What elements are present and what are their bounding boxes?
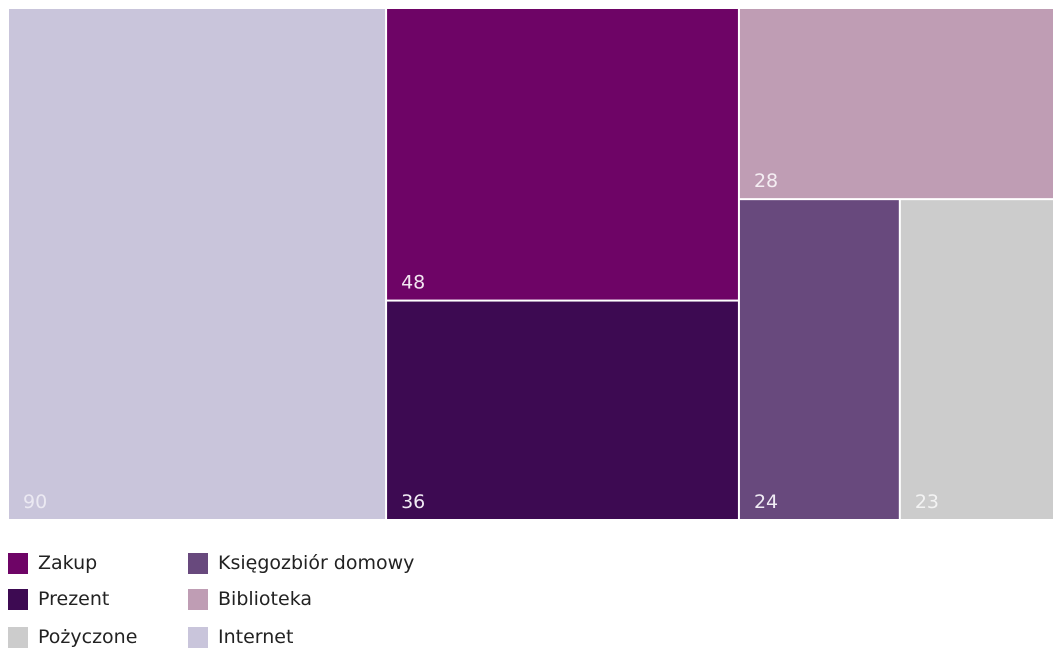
treemap-value-label-internet: 90 bbox=[23, 491, 47, 513]
treemap-value-label-zakup: 48 bbox=[401, 272, 425, 294]
treemap-cell-zakup bbox=[387, 9, 738, 300]
legend-item-pozyczone: Pożyczone bbox=[8, 624, 137, 650]
treemap-value-label-biblioteka: 28 bbox=[754, 170, 778, 192]
legend-swatch-pozyczone bbox=[8, 626, 28, 648]
legend: Zakup Prezent Pożyczone Księgozbiór domo… bbox=[8, 550, 528, 655]
treemap-value-label-prezent: 36 bbox=[401, 491, 425, 513]
legend-item-ksiegozbior-domowy: Księgozbiór domowy bbox=[188, 550, 414, 576]
legend-item-prezent: Prezent bbox=[8, 586, 109, 612]
treemap-cell-internet bbox=[9, 9, 386, 519]
treemap-cell-prezent bbox=[387, 301, 738, 519]
legend-label-prezent: Prezent bbox=[38, 588, 110, 610]
legend-swatch-biblioteka bbox=[188, 588, 208, 610]
treemap-cell-ksiegozbior-domowy bbox=[739, 200, 899, 519]
legend-swatch-prezent bbox=[8, 588, 28, 610]
legend-swatch-ksiegozbior-domowy bbox=[188, 552, 208, 574]
treemap-cell-pozyczone bbox=[900, 200, 1053, 519]
legend-label-ksiegozbior-domowy: Księgozbiór domowy bbox=[218, 552, 415, 574]
legend-swatch-zakup bbox=[8, 552, 28, 574]
legend-item-internet: Internet bbox=[188, 624, 293, 650]
legend-label-zakup: Zakup bbox=[38, 552, 98, 574]
legend-item-biblioteka: Biblioteka bbox=[188, 586, 312, 612]
legend-item-zakup: Zakup bbox=[8, 550, 97, 576]
legend-label-internet: Internet bbox=[218, 626, 294, 648]
treemap-chart: 90 48 36 28 24 23 bbox=[9, 9, 1053, 519]
legend-label-biblioteka: Biblioteka bbox=[218, 588, 313, 610]
treemap-cell-biblioteka bbox=[739, 9, 1053, 199]
legend-swatch-internet bbox=[188, 626, 208, 648]
legend-label-pozyczone: Pożyczone bbox=[38, 626, 138, 648]
treemap-value-label-pozyczone: 23 bbox=[915, 491, 939, 513]
treemap-value-label-ksiegozbior-domowy: 24 bbox=[754, 491, 778, 513]
